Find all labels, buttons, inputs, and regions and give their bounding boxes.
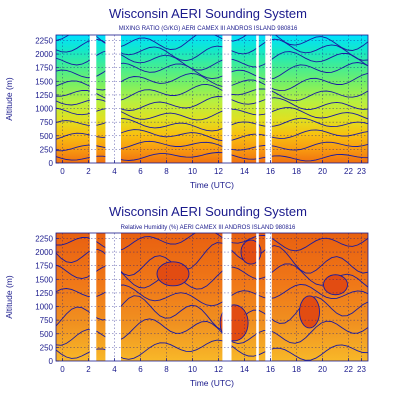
x-tick-label: 12 xyxy=(214,167,223,176)
x-tick-label: 22 xyxy=(344,365,353,374)
x-tick-label: 12 xyxy=(214,365,223,374)
gridlines xyxy=(56,233,368,361)
chart-title: Wisconsin AERI Sounding System xyxy=(109,6,307,21)
contour-cell xyxy=(299,295,320,329)
x-tick-label: 8 xyxy=(164,365,169,374)
x-axis-label: Time (UTC) xyxy=(190,180,234,190)
x-tick-label: 4 xyxy=(112,167,117,176)
x-tick-label: 14 xyxy=(240,167,249,176)
data-gap xyxy=(265,233,272,361)
y-tick-label: 1500 xyxy=(35,77,53,86)
y-tick-label: 1000 xyxy=(35,105,53,114)
y-tick-label: 1750 xyxy=(35,64,53,73)
data-gap xyxy=(256,233,259,361)
data-gaps xyxy=(89,35,272,163)
x-tick-label: 0 xyxy=(60,167,65,176)
relative-humidity-panel: Wisconsin AERI Sounding System Relative … xyxy=(4,204,369,388)
y-tick-label: 1250 xyxy=(35,289,53,298)
x-tick-label: 23 xyxy=(357,167,366,176)
x-tick-label: 2 xyxy=(86,365,91,374)
x-tick-label: 2 xyxy=(86,167,91,176)
y-tick-label: 1500 xyxy=(35,275,53,284)
x-tick-label: 6 xyxy=(138,365,143,374)
x-tick-label: 22 xyxy=(344,167,353,176)
plot-frame xyxy=(55,232,369,362)
y-tick-label: 1250 xyxy=(35,91,53,100)
chart-title: Wisconsin AERI Sounding System xyxy=(109,204,307,219)
x-tick-label: 16 xyxy=(266,167,275,176)
y-tick-label: 750 xyxy=(40,118,54,127)
y-tick-label: 1000 xyxy=(35,303,53,312)
data-gap xyxy=(89,35,97,163)
y-tick-label: 1750 xyxy=(35,262,53,271)
gridlines xyxy=(56,35,368,163)
y-tick-label: 0 xyxy=(49,159,54,168)
y-tick-label: 750 xyxy=(40,316,54,325)
x-tick-label: 6 xyxy=(138,167,143,176)
y-tick-label: 250 xyxy=(40,343,54,352)
contour-cell xyxy=(323,274,348,296)
y-tick-label: 2000 xyxy=(35,248,53,257)
x-tick-label: 20 xyxy=(318,365,327,374)
contour-cell xyxy=(240,239,262,265)
contour-cell xyxy=(156,261,190,287)
chart-subtitle: Relative Humidity (%) AERI CAMEX III AND… xyxy=(121,225,296,231)
y-tick-labels: 0 250 500 750 1000 1250 1500 1750 2000 2250 xyxy=(35,234,59,366)
y-tick-label: 2250 xyxy=(35,234,53,243)
x-tick-label: 23 xyxy=(357,365,366,374)
plot-frame xyxy=(55,34,369,164)
data-gap xyxy=(222,233,232,361)
y-tick-label: 500 xyxy=(40,330,54,339)
y-tick-label: 2250 xyxy=(35,36,53,45)
data-gap xyxy=(265,35,272,163)
data-gap xyxy=(105,233,121,361)
x-tick-label: 18 xyxy=(292,167,301,176)
y-tick-labels: 0 250 500 750 1000 1250 1500 1750 2000 2250 xyxy=(35,36,59,168)
chart-subtitle: MIXING RATIO (G/KG) AERI CAMEX III ANDRO… xyxy=(119,26,298,32)
x-tick-label: 14 xyxy=(240,365,249,374)
data-gap xyxy=(256,35,259,163)
data-gap xyxy=(222,35,232,163)
x-tick-label: 0 xyxy=(60,365,65,374)
y-tick-label: 250 xyxy=(40,145,54,154)
x-tick-label: 16 xyxy=(266,365,275,374)
y-axis-label: Altitude (m) xyxy=(4,275,14,319)
y-axis-label: Altitude (m) xyxy=(4,77,14,121)
y-tick-label: 0 xyxy=(49,357,54,366)
x-tick-label: 8 xyxy=(164,167,169,176)
x-axis-label: Time (UTC) xyxy=(190,378,234,388)
x-tick-label: 18 xyxy=(292,365,301,374)
x-tick-labels: 0 2 4 6 8 10 12 14 16 18 20 22 23 xyxy=(60,160,366,176)
x-tick-label: 10 xyxy=(188,365,197,374)
x-tick-labels: 0 2 4 6 8 10 12 14 16 18 20 22 23 xyxy=(60,358,366,374)
x-tick-label: 4 xyxy=(112,365,117,374)
y-tick-label: 2000 xyxy=(35,50,53,59)
mixing-ratio-panel: Wisconsin AERI Sounding System MIXING RA… xyxy=(4,6,369,190)
data-gaps xyxy=(89,233,272,361)
x-tick-label: 20 xyxy=(318,167,327,176)
data-gap xyxy=(105,35,121,163)
y-tick-label: 500 xyxy=(40,132,54,141)
x-tick-label: 10 xyxy=(188,167,197,176)
data-gap xyxy=(89,233,97,361)
